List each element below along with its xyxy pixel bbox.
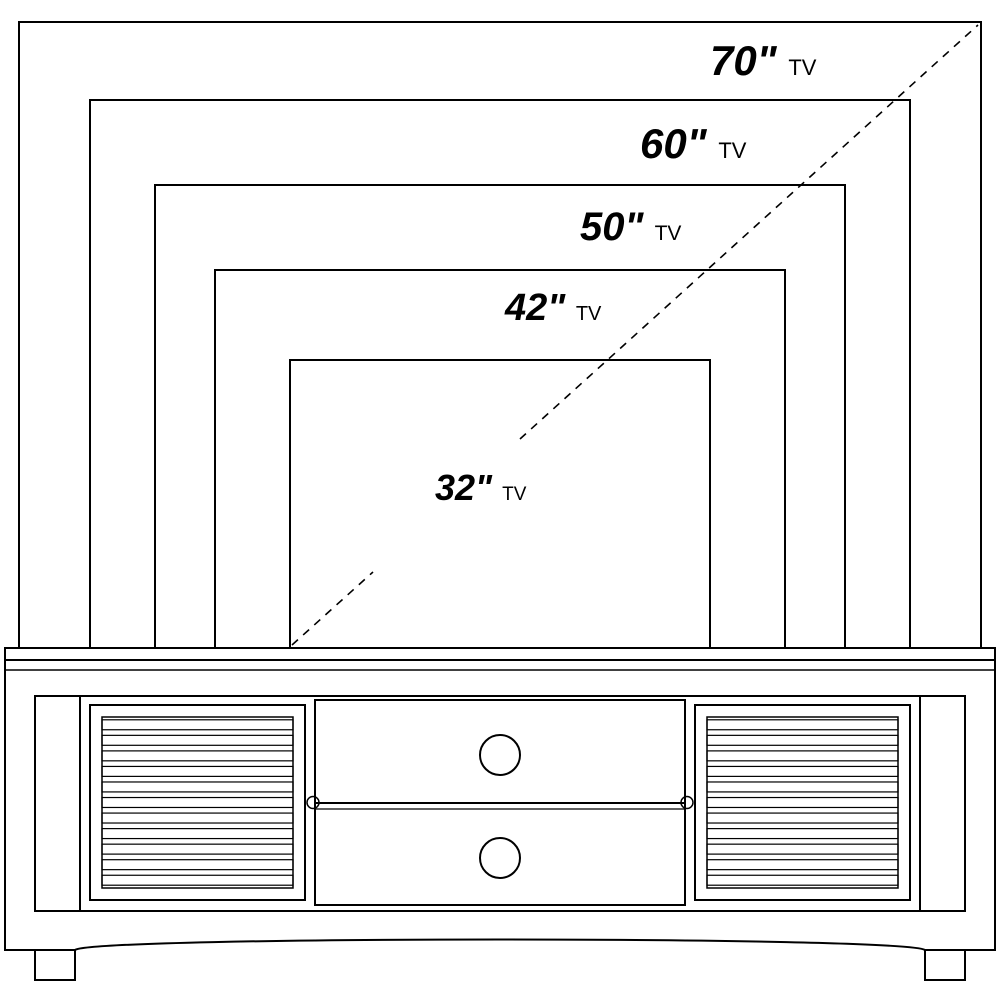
right-post xyxy=(920,696,965,911)
tv-cabinet xyxy=(5,648,995,980)
tv-size-value: 42" xyxy=(504,287,576,329)
left-post xyxy=(35,696,80,911)
tv-rect-0 xyxy=(19,22,981,648)
door-frame xyxy=(90,705,305,900)
tv-rect-3 xyxy=(215,270,785,648)
tv-label-3: 42" TV xyxy=(504,287,602,329)
tv-size-value: 32" xyxy=(435,467,502,508)
cabinet-leg-0 xyxy=(35,950,75,980)
cabinet-leg-1 xyxy=(925,950,965,980)
tv-suffix: TV xyxy=(576,303,602,325)
tv-label-4: 32" TV xyxy=(435,467,527,508)
tv-size-value: 70" xyxy=(710,37,788,84)
tv-suffix: TV xyxy=(718,138,746,163)
tv-label-0: 70" TV xyxy=(710,37,817,84)
tv-rect-2 xyxy=(155,185,845,648)
louver-door-1 xyxy=(681,705,910,900)
tv-size-value: 60" xyxy=(640,120,718,167)
tv-size-rects xyxy=(19,22,981,648)
diagonal-line-lower xyxy=(292,572,373,645)
tv-size-diagram: 70" TV60" TV50" TV42" TV32" TV xyxy=(0,0,1000,1000)
tv-rect-1 xyxy=(90,100,910,648)
louver-door-0 xyxy=(90,705,319,900)
tv-label-1: 60" TV xyxy=(640,120,747,167)
tv-suffix: TV xyxy=(655,222,682,245)
tv-label-2: 50" TV xyxy=(580,205,681,249)
tv-suffix: TV xyxy=(788,55,816,80)
tv-size-value: 50" xyxy=(580,205,655,249)
door-frame xyxy=(695,705,910,900)
tv-suffix: TV xyxy=(502,484,527,505)
